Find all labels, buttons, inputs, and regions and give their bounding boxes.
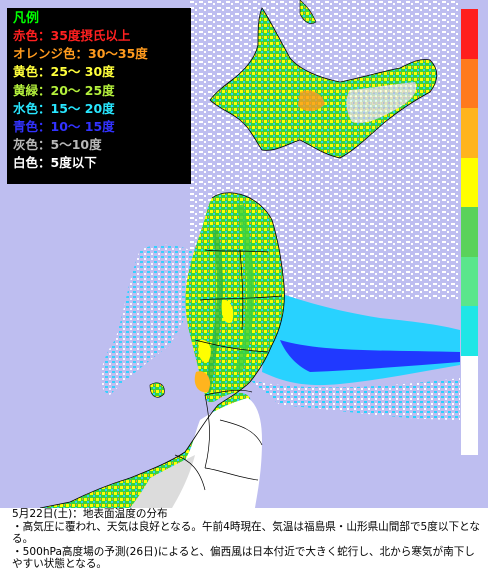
caption-date-line: 5月22日(土)：地表面温度の分布 bbox=[12, 508, 168, 520]
caption-forecast-line: ・500hPa高度場の予測(26日)によると、偏西風は日本付近で大きく蛇行し、北… bbox=[12, 545, 475, 571]
legend-entry-orange: オレンジ色：30～35度 bbox=[13, 46, 148, 62]
color-scale-segment bbox=[461, 207, 478, 257]
honshu-outline bbox=[39, 192, 285, 508]
sea-of-japan-patch bbox=[100, 244, 205, 395]
sakhalin-tip bbox=[299, 0, 317, 24]
color-scale-segment bbox=[461, 355, 478, 405]
legend-entry-yellow: 黄色：25～ 30度 bbox=[13, 64, 115, 80]
warm-basin-2 bbox=[198, 339, 211, 363]
legend-entry-yellowgreen: 黄緑：20～ 25度 bbox=[13, 82, 115, 98]
hokkaido-land bbox=[210, 8, 437, 158]
hokkaido-warm-spot bbox=[298, 90, 325, 112]
legend-entry-red: 赤色：35度摂氏以上 bbox=[13, 28, 131, 43]
pacific-lower-texture bbox=[250, 378, 460, 420]
surface-temperature-map bbox=[0, 0, 488, 508]
hokkaido-cool-area bbox=[346, 82, 417, 124]
caption-weather-line: ・高気圧に覆われ、天気は良好となる。午前4時現在、気温は福島県・山形県山間部で5… bbox=[12, 520, 480, 546]
hokkaido-outline bbox=[209, 7, 438, 159]
legend-entry-blue: 青色：10～ 15度 bbox=[13, 119, 115, 135]
color-scale-segment bbox=[461, 108, 478, 158]
legend-entry-gray: 灰色：5～10度 bbox=[13, 137, 102, 153]
color-scale-segment bbox=[461, 9, 478, 59]
sado-island bbox=[149, 382, 165, 398]
prefecture-borders bbox=[174, 249, 283, 491]
color-scale-segment bbox=[461, 405, 478, 455]
color-scale-segment bbox=[461, 454, 478, 504]
dewa-mountains bbox=[205, 229, 224, 393]
legend-panel: 凡例 赤色：35度摂氏以上 オレンジ色：30～35度 黄色：25～ 30度 黄緑… bbox=[7, 8, 191, 184]
caption: 5月22日(土)：地表面温度の分布 ・高気圧に覆われ、天気は良好となる。午前4時… bbox=[12, 508, 484, 571]
ou-mountains bbox=[234, 204, 255, 374]
color-scale-segment bbox=[461, 58, 478, 108]
legend-title: 凡例 bbox=[13, 11, 40, 26]
color-scale-bar bbox=[461, 9, 478, 504]
legend-entry-white: 白色：5度以下 bbox=[13, 155, 97, 171]
warm-basin-3 bbox=[194, 371, 211, 393]
legend-entry-lightblue: 水色：15～ 20度 bbox=[13, 100, 115, 116]
color-scale-segment bbox=[461, 306, 478, 356]
pacific-deep-band bbox=[280, 340, 460, 372]
color-scale-segment bbox=[461, 256, 478, 306]
kanto-gray-area bbox=[130, 455, 195, 508]
warm-basin-1 bbox=[221, 299, 234, 324]
color-scale-segment bbox=[461, 157, 478, 207]
